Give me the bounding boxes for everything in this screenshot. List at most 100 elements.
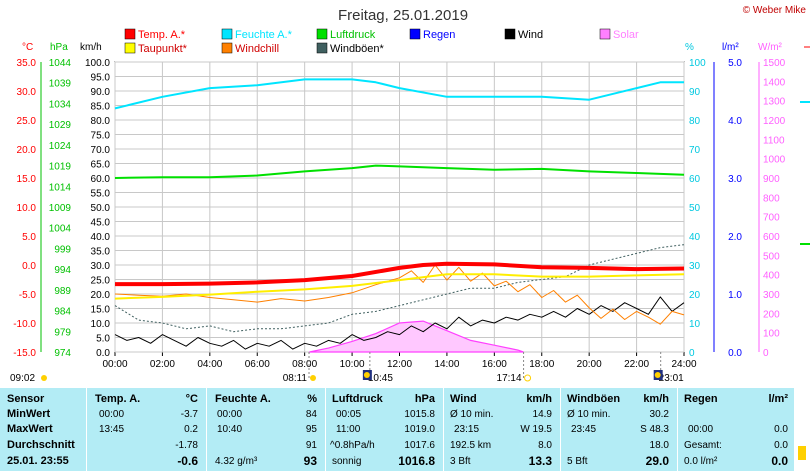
legend-swatch bbox=[409, 28, 421, 40]
wind-column: Wind km/h Ø 10 min. 14.9 23:15 W 19.5 19… bbox=[444, 388, 560, 471]
row-labels-column: Sensor MinWert MaxWert Durchschnitt 25.0… bbox=[0, 388, 86, 471]
humidity-unit: % bbox=[307, 393, 317, 405]
row-label-avg: Durchschnitt bbox=[7, 439, 75, 451]
event-markers: 09:02 08:11 10:45 17:14 23:01 bbox=[10, 46, 810, 384]
wind-axis-label: 60.0 bbox=[91, 174, 111, 185]
gust-max-time: 23:45 bbox=[571, 424, 597, 435]
temp-max: 0.2 bbox=[184, 424, 198, 435]
solar-axis-label: 1000 bbox=[763, 155, 786, 166]
wind-avg10: 14.9 bbox=[532, 409, 552, 420]
pressure-axis-label: 994 bbox=[54, 265, 71, 276]
solar-axis-label: 1100 bbox=[763, 135, 785, 146]
series-windb-en bbox=[114, 244, 685, 333]
gust-avg-label: Ø 10 min. bbox=[567, 409, 611, 420]
rain-unit: l/m² bbox=[768, 393, 788, 405]
humidity-avg: 91 bbox=[305, 440, 317, 451]
chart-title: Freitag, 25.01.2019 bbox=[338, 7, 468, 24]
x-tick-label: 22:00 bbox=[624, 359, 649, 370]
wind-axis-label: 65.0 bbox=[91, 160, 111, 171]
event-time-left: 09:02 bbox=[10, 373, 35, 384]
series-feuchte-a bbox=[114, 78, 684, 110]
humidity-axis-label: 100 bbox=[689, 58, 706, 69]
wind-axis-label: 95.0 bbox=[91, 73, 111, 84]
gust-column: Windböen km/h Ø 10 min. 30.2 23:45 S 48.… bbox=[561, 388, 677, 471]
series-luftdruck bbox=[114, 164, 685, 179]
pressure-max-time: 11:00 bbox=[336, 424, 361, 435]
solar-axis-label: 1300 bbox=[763, 97, 786, 108]
pressure-avg: 1017.6 bbox=[404, 440, 435, 451]
unit-pressure: hPa bbox=[50, 42, 68, 53]
legend-swatch bbox=[316, 28, 328, 40]
rain-total-label: Gesamt: bbox=[684, 440, 722, 451]
pressure-current: 1016.8 bbox=[398, 454, 435, 468]
rain-axis-label: 5.0 bbox=[728, 58, 742, 69]
wind-axis-label: 85.0 bbox=[91, 102, 111, 113]
sunrise-icon bbox=[310, 375, 317, 381]
x-tick-label: 20:00 bbox=[577, 359, 602, 370]
humidity-max: 95 bbox=[305, 424, 317, 435]
wind-beaufort: 3 Bft bbox=[450, 456, 471, 467]
x-tick-label: 00:00 bbox=[102, 359, 127, 370]
temp-axis-label: -10.0 bbox=[13, 319, 36, 330]
pressure-header: Luftdruck bbox=[332, 393, 383, 405]
pressure-axis-label: 1024 bbox=[49, 141, 72, 152]
pressure-axis-label: 1009 bbox=[49, 203, 72, 214]
pressure-unit: hPa bbox=[414, 393, 435, 405]
wind-axis-label: 25.0 bbox=[91, 276, 111, 287]
wind-max: W 19.5 bbox=[520, 424, 552, 435]
pressure-axis-label: 1004 bbox=[49, 224, 72, 235]
temp-axis-label: 5.0 bbox=[22, 232, 36, 243]
gust-current: 29.0 bbox=[645, 454, 669, 468]
series-windchill bbox=[114, 264, 685, 325]
temp-unit: °C bbox=[185, 393, 198, 405]
wind-axis-label: 45.0 bbox=[91, 218, 111, 229]
chart-legend: Temp. A.* Feuchte A.* Luftdruck Regen Wind So… bbox=[124, 28, 639, 55]
legend-label: Regen bbox=[423, 29, 455, 41]
wind-axis-label: 55.0 bbox=[91, 189, 111, 200]
series-temp-a bbox=[115, 261, 685, 287]
solar-axis-label: 500 bbox=[763, 251, 780, 262]
moon-glyph bbox=[654, 372, 661, 378]
rain-header: Regen bbox=[684, 393, 718, 405]
legend-label: Temp. A.* bbox=[138, 29, 186, 41]
pressure-axis-label: 1034 bbox=[49, 99, 72, 110]
humidity-min: 84 bbox=[305, 409, 317, 420]
legend-label: Solar bbox=[613, 29, 639, 41]
legend-label: Wind bbox=[518, 29, 543, 41]
humidity-axis-label: 0 bbox=[689, 348, 695, 359]
legend-label: Windböen* bbox=[330, 43, 385, 55]
pressure-axis-label: 1014 bbox=[49, 182, 72, 193]
legend-label: Windchill bbox=[235, 43, 279, 55]
temp-max-time: 13:45 bbox=[99, 424, 125, 435]
row-label-current: 25.01. 23:55 bbox=[7, 455, 69, 467]
temp-axis-label: 15.0 bbox=[17, 174, 37, 185]
humidity-absolute: 4.32 g/m³ bbox=[215, 456, 258, 467]
temp-axis-label: 10.0 bbox=[17, 203, 37, 214]
wind-axis-label: 50.0 bbox=[91, 203, 111, 214]
moon-glyph bbox=[363, 372, 370, 378]
sunset-icon bbox=[524, 374, 532, 382]
temp-axis-label: 20.0 bbox=[17, 145, 37, 156]
solar-axis-label: 700 bbox=[763, 213, 780, 224]
solar-axis-label: 600 bbox=[763, 232, 780, 243]
pressure-state: sonnig bbox=[332, 456, 362, 467]
temp-min: -3.7 bbox=[180, 409, 198, 420]
pressure-axis-label: 1029 bbox=[49, 120, 72, 131]
wind-axis-label: 30.0 bbox=[91, 261, 111, 272]
wind-axis-label: 20.0 bbox=[91, 290, 111, 301]
x-tick-label: 10:00 bbox=[340, 359, 365, 370]
wind-avg: 8.0 bbox=[538, 440, 552, 451]
humidity-axis-label: 10 bbox=[689, 319, 701, 330]
edge-strip bbox=[795, 388, 810, 471]
gust-unit: km/h bbox=[643, 393, 669, 405]
solar-axis-label: 400 bbox=[763, 271, 780, 282]
rain-axis-label: 0.0 bbox=[728, 348, 742, 359]
pressure-trend: ^0.8hPa/h bbox=[330, 440, 375, 451]
legend-swatch bbox=[504, 28, 516, 40]
rain-time: 00:00 bbox=[688, 424, 714, 435]
solar-axis-label: 1400 bbox=[763, 77, 786, 88]
temp-current: -0.6 bbox=[177, 454, 198, 468]
wind-axis-label: 10.0 bbox=[91, 319, 111, 330]
pressure-axis-label: 999 bbox=[54, 244, 71, 255]
legend-swatch bbox=[599, 28, 611, 40]
